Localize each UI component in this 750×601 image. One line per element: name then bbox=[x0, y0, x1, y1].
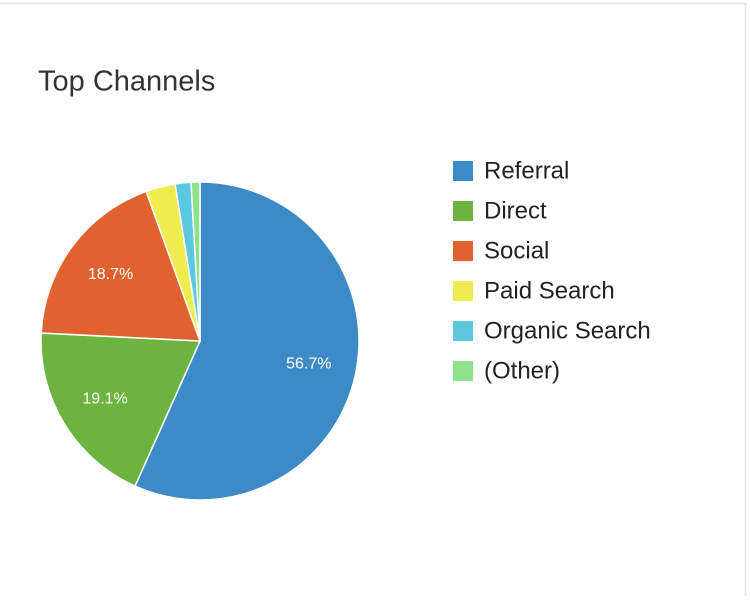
pie-slice bbox=[40, 332, 202, 488]
legend-swatch bbox=[453, 201, 473, 221]
pie-slice bbox=[134, 181, 360, 501]
legend-label: Referral bbox=[484, 157, 569, 184]
pie-slice bbox=[40, 190, 202, 342]
legend-swatch bbox=[453, 281, 473, 301]
legend-label: Paid Search bbox=[484, 277, 615, 304]
legend-label: Direct bbox=[484, 197, 547, 224]
legend-swatch bbox=[453, 241, 473, 261]
slice-label: 56.7% bbox=[286, 355, 331, 372]
legend-label: Organic Search bbox=[484, 317, 651, 344]
legend-swatch bbox=[453, 361, 473, 381]
legend-label: (Other) bbox=[484, 357, 560, 384]
legend-swatch bbox=[453, 321, 473, 341]
legend-swatch bbox=[453, 161, 473, 181]
chart-title: Top Channels bbox=[38, 66, 215, 98]
legend-label: Social bbox=[484, 237, 549, 264]
pie-slice bbox=[190, 181, 201, 342]
slice-label: 19.1% bbox=[82, 390, 127, 407]
slice-label: 18.7% bbox=[88, 266, 133, 283]
